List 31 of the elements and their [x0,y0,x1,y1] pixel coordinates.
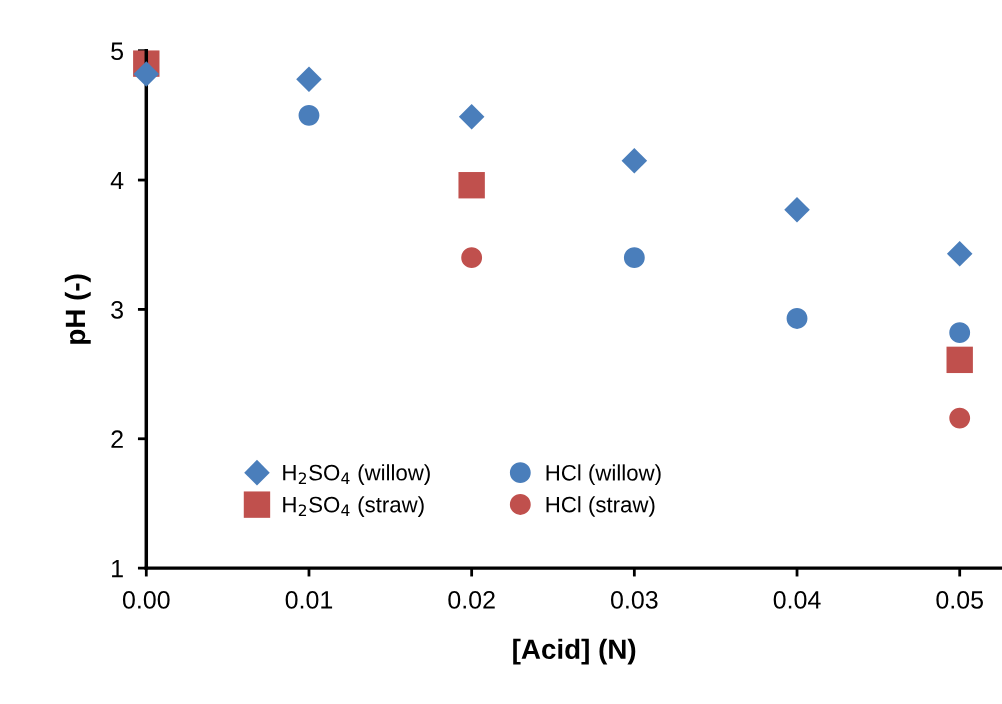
y-tick-label: 2 [111,430,123,448]
point [949,407,971,429]
point [946,241,973,267]
x-tick-label: 0.00 [122,591,170,609]
point [623,247,645,269]
x-tick-label: 0.03 [610,591,658,609]
y-tick-label: 4 [110,171,124,190]
legend-label: H$_{2}$SO$_{4}$ (straw) [283,496,424,517]
y-tick-label: 5 [111,42,124,60]
point [946,346,973,374]
x-tick-label: 0.01 [285,591,333,609]
point [786,308,808,329]
y-tick-label: 1 [112,559,123,578]
point [458,172,485,199]
y-tick-label: 3 [111,301,123,319]
point [133,61,160,87]
point [298,104,320,126]
x-tick-label: 0.04 [773,591,821,609]
legend-label: H$_{2}$SO$_{4}$ (willow) [283,464,430,485]
point [458,103,485,130]
x-tick-label: 0.02 [448,591,495,609]
legend-label: HCl (straw) [546,496,655,517]
point [461,247,483,269]
legend-label: HCl (willow) [546,464,661,486]
point [784,197,810,223]
x-axis-title: [Acid] (N) [513,638,636,665]
point [621,147,648,174]
y-axis-title: pH (-) [64,274,91,344]
point [949,322,971,344]
point [296,66,322,92]
x-tick-label: 0.05 [936,591,983,609]
